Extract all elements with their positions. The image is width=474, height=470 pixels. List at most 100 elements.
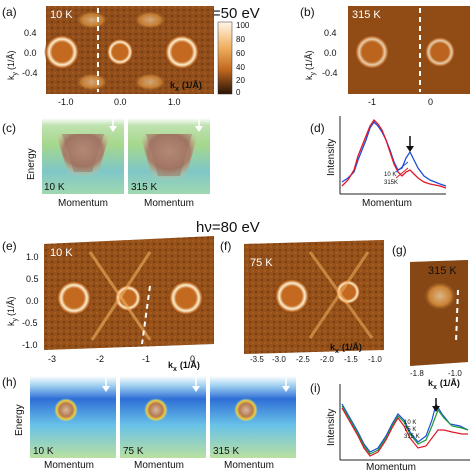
panel-f-xtick-4: -1.5 <box>344 355 358 364</box>
panel-i-xlabel: Momentum <box>366 462 416 470</box>
energy-heading-mid: hν=80 eV <box>196 219 260 236</box>
panel-h-temp-1: 75 K <box>123 446 144 457</box>
panel-b-temp: 315 K <box>352 9 381 21</box>
panel-a-xlabel: kx (1/Å) <box>170 80 202 93</box>
panel-e-xtick-1: -2 <box>96 354 104 364</box>
panel-b-xtick-0: -1 <box>368 97 376 107</box>
colorbar-tick-1: 80 <box>236 35 245 44</box>
panel-f-xtick-3: -2.0 <box>320 355 334 364</box>
panel-e-label: (e) <box>2 239 17 253</box>
panel-h-temp-0: 10 K <box>33 446 54 457</box>
panel-g-xtick-0: -1.8 <box>410 369 424 378</box>
panel-e-ytick-1: 0.5 <box>26 274 39 284</box>
panel-i-legend-0: 10 K <box>404 420 416 426</box>
panel-i-curve-315k <box>341 407 468 457</box>
panel-i-ylabel: Intensity <box>326 409 337 446</box>
panel-e-ytick-4: -1.0 <box>22 340 38 350</box>
panel-d-plot <box>339 116 447 195</box>
panel-h-temp-2: 315 K <box>213 446 239 457</box>
panel-e-map <box>44 236 214 350</box>
panel-e-xlabel: kx (1/Å) <box>168 360 200 373</box>
panel-d-ylabel: Intensity <box>326 139 337 176</box>
panel-i-label: (i) <box>310 381 321 395</box>
svg-text:Intensity: Intensity <box>326 409 337 446</box>
panel-i-legend-1: 75 K <box>404 427 416 433</box>
panel-i-plot <box>339 384 470 461</box>
panel-g-map <box>410 260 468 366</box>
panel-h-xlabel-0: Momentum <box>44 460 94 470</box>
panel-b-ytick-0: 0.4 <box>324 28 337 38</box>
panel-e-ylabel: ky(1/Å) <box>6 296 19 326</box>
svg-text:Energy: Energy <box>14 404 25 436</box>
panel-f-xtick-5: -1.0 <box>368 355 382 364</box>
panel-c-arrow-315k <box>195 118 203 132</box>
panel-b-label: (b) <box>300 5 315 19</box>
panel-a-ytick-2: -0.4 <box>22 68 38 78</box>
panel-a-xtick-2: 1.0 <box>168 97 181 107</box>
panel-e-xtick-3: 0 <box>190 354 195 364</box>
svg-text:Intensity: Intensity <box>326 139 337 176</box>
panel-b-map <box>348 6 470 94</box>
svg-text:Energy: Energy <box>26 148 37 180</box>
panel-c-ylabel: Energy <box>26 148 37 180</box>
panel-e-ytick-2: 0.0 <box>26 296 39 306</box>
panel-g-xtick-1: -1.0 <box>448 369 462 378</box>
svg-text:ky(1/Å): ky(1/Å) <box>304 50 317 80</box>
panel-i-curve-75k <box>341 405 469 455</box>
panel-b-ytick-1: 0.0 <box>324 48 337 58</box>
panel-h-spectrum-75k <box>120 376 206 458</box>
panel-h-ylabel: Energy <box>14 404 25 436</box>
panel-d-curve-315k <box>341 118 447 189</box>
panel-c-temp-1: 315 K <box>131 182 157 193</box>
panel-a-xtick-1: 0.0 <box>114 97 127 107</box>
panel-e-ytick-0: 1.0 <box>26 252 39 262</box>
panel-d-legend-1: 315K <box>384 180 398 186</box>
panel-f-xtick-1: -3.0 <box>272 355 286 364</box>
panel-i-legend-2: 315 K <box>404 434 420 440</box>
panel-c-xlabel-0: Momentum <box>58 198 108 209</box>
colorbar-tick-0: 100 <box>236 21 250 30</box>
panel-g-temp: 315 K <box>428 265 457 277</box>
panel-g-xlabel: kx (1/Å) <box>428 378 460 391</box>
panel-a-map <box>44 6 214 94</box>
panel-b-xtick-1: 0 <box>428 97 433 107</box>
panel-b-ylabel: ky(1/Å) <box>304 50 317 80</box>
colorbar-tick-4: 20 <box>236 76 245 85</box>
panel-h-xlabel-2: Momentum <box>224 460 274 470</box>
colorbar-tick-2: 60 <box>236 49 245 58</box>
panel-g-label: (g) <box>392 243 407 257</box>
panel-a-temp: 10 K <box>50 9 73 21</box>
panel-d-label: (d) <box>310 121 325 135</box>
panel-h-label: (h) <box>2 375 17 389</box>
svg-text:ky(1/Å): ky(1/Å) <box>6 50 19 80</box>
panel-f-xtick-0: -3.5 <box>250 355 264 364</box>
panel-h-spectrum-315k <box>210 376 296 458</box>
panel-d-xlabel: Momentum <box>362 198 412 209</box>
panel-a-label: (a) <box>2 5 17 19</box>
panel-f-xlabel: kx (1/Å) <box>330 342 362 355</box>
panel-a-ylabel: ky(1/Å) <box>6 50 19 80</box>
panel-i-curve-10k <box>341 402 469 453</box>
colorbar-tick-3: 40 <box>236 63 245 72</box>
panel-c-arrow-10k <box>109 118 117 132</box>
panel-f-label: (f) <box>220 239 231 253</box>
colorbar <box>217 21 233 95</box>
panel-f-xtick-2: -2.5 <box>296 355 310 364</box>
panel-h-spectrum-10k <box>30 376 116 458</box>
panel-e-temp: 10 K <box>50 247 73 259</box>
panel-c-xlabel-1: Momentum <box>144 198 194 209</box>
panel-c-temp-0: 10 K <box>44 182 65 193</box>
panel-b-ytick-2: -0.4 <box>322 68 338 78</box>
panel-h-xlabel-1: Momentum <box>134 460 184 470</box>
panel-a-xtick-0: -1.0 <box>58 97 74 107</box>
panel-f-temp: 75 K <box>250 257 273 269</box>
panel-e-xtick-2: -1 <box>142 354 150 364</box>
svg-text:ky(1/Å): ky(1/Å) <box>6 296 19 326</box>
panel-f-map <box>244 240 384 354</box>
colorbar-tick-5: 0 <box>236 88 241 97</box>
panel-h-arrows <box>102 378 290 392</box>
panel-d-legend-0: 10 K <box>384 172 396 178</box>
panel-c-spectrum-315k <box>128 118 210 194</box>
